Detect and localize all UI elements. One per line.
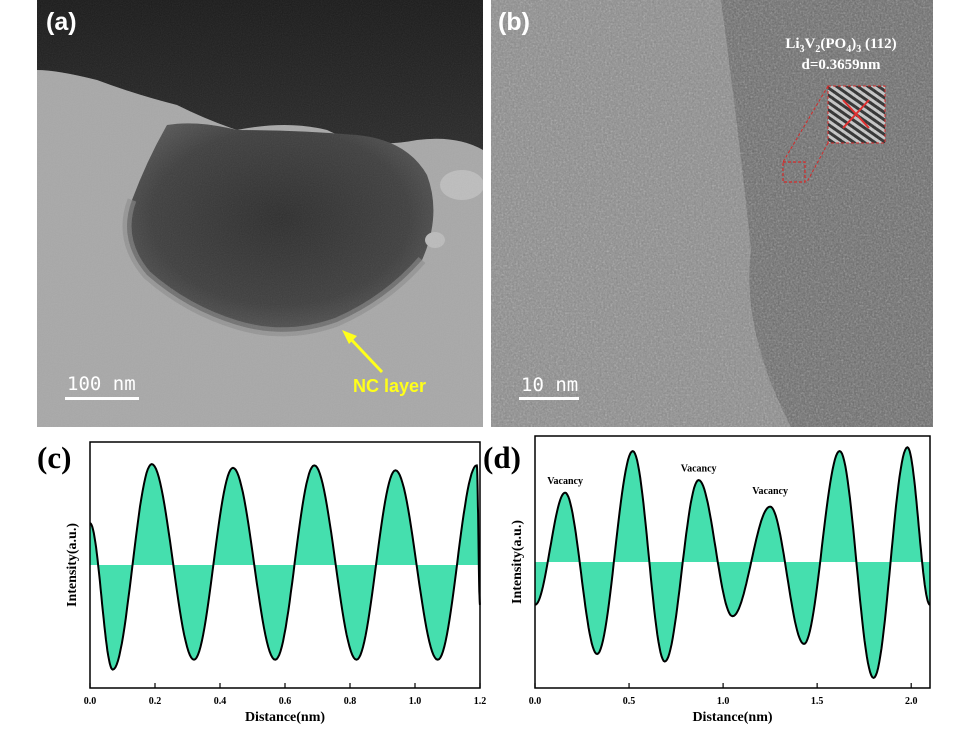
- d-spacing-label: d=0.3659nm: [801, 57, 881, 73]
- hrtem-image-b: (b) Li3V2(PO4)3 (112) d=0.3659nm 10 nm: [491, 0, 933, 427]
- panel-label-a: (a): [46, 8, 77, 36]
- vacancy-annotation: Vacancy: [752, 486, 788, 497]
- lattice-plane-label: Li3V2(PO4)3 (112): [785, 36, 897, 55]
- x-tick-label: 0.0: [529, 696, 542, 707]
- x-tick-label: 2.0: [905, 696, 918, 707]
- x-tick-label: 0.5: [623, 696, 636, 707]
- y-axis-label: Intensity(a.u.): [510, 520, 525, 604]
- x-tick-label: 0.2: [149, 696, 162, 707]
- scale-bar: [519, 397, 579, 400]
- tem-particle-graphic: [37, 0, 483, 427]
- x-tick-label: 1.0: [409, 696, 422, 707]
- x-tick-label: 1.2: [474, 696, 487, 707]
- panel-label-c: (c): [37, 440, 72, 475]
- tem-image-a: (a) 100 nm NC layer: [37, 0, 483, 427]
- x-axis-label: Distance(nm): [692, 710, 772, 725]
- panel-label-d: (d): [483, 440, 521, 475]
- x-tick-label: 0.4: [214, 696, 227, 707]
- scale-bar: [65, 397, 139, 400]
- vacancy-annotation: Vacancy: [547, 476, 583, 487]
- chart-c: 0.0 0.2 0.4 0.6 0.8 1.0 1.2 Distance(nm) Intensi…: [65, 441, 487, 725]
- scale-bar-label: 100 nm: [67, 373, 136, 395]
- x-tick-label: 0.0: [84, 696, 97, 707]
- intensity-fill-area: [90, 464, 480, 670]
- chart-d: 0.0 0.5 1.0 1.5 2.0 Distance(nm) Intensity(a.u…: [510, 435, 931, 725]
- x-axis-label: Distance(nm): [245, 710, 325, 725]
- intensity-profile-line: [534, 446, 931, 680]
- y-axis-label: Intensity(a.u.): [65, 523, 80, 607]
- vacancy-annotation: Vacancy: [681, 463, 717, 474]
- intensity-fill-area: [535, 447, 930, 678]
- nc-layer-arrow: [342, 330, 384, 374]
- intensity-profile-line: [89, 463, 481, 671]
- x-tick-label: 0.6: [279, 696, 292, 707]
- plot-frame: [534, 435, 931, 689]
- x-tick-label: 1.0: [717, 696, 730, 707]
- hrtem-texture-graphic: [491, 0, 933, 427]
- scale-bar-label: 10 nm: [521, 374, 579, 396]
- nc-layer-annotation: NC layer: [353, 376, 427, 396]
- x-tick-label: 0.8: [344, 696, 357, 707]
- x-tick-label: 1.5: [811, 696, 824, 707]
- panel-label-b: (b): [498, 8, 530, 36]
